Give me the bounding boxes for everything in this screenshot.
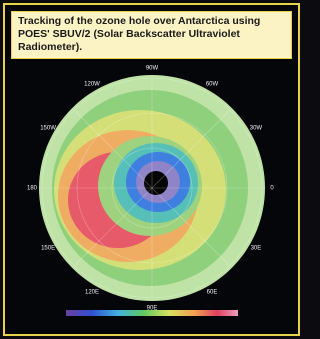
longitude-label: 0	[270, 186, 274, 192]
longitude-label: 90W	[146, 66, 159, 72]
ozone-field	[39, 75, 265, 301]
longitude-label: 30W	[250, 126, 263, 132]
longitude-label: 120E	[85, 290, 99, 296]
longitude-label: 60E	[207, 290, 218, 296]
longitude-label: 150E	[41, 246, 55, 252]
longitude-label: 150W	[40, 126, 56, 132]
longitude-label: 180	[27, 186, 38, 192]
ozone-map: 90W 60W 30W 0 30E 60E 90E 120E 150E 180 150W 120W	[0, 0, 303, 339]
longitude-label: 30E	[251, 246, 262, 252]
longitude-label: 90E	[147, 306, 158, 312]
longitude-label: 60W	[206, 82, 219, 88]
longitude-label: 120W	[84, 82, 100, 88]
